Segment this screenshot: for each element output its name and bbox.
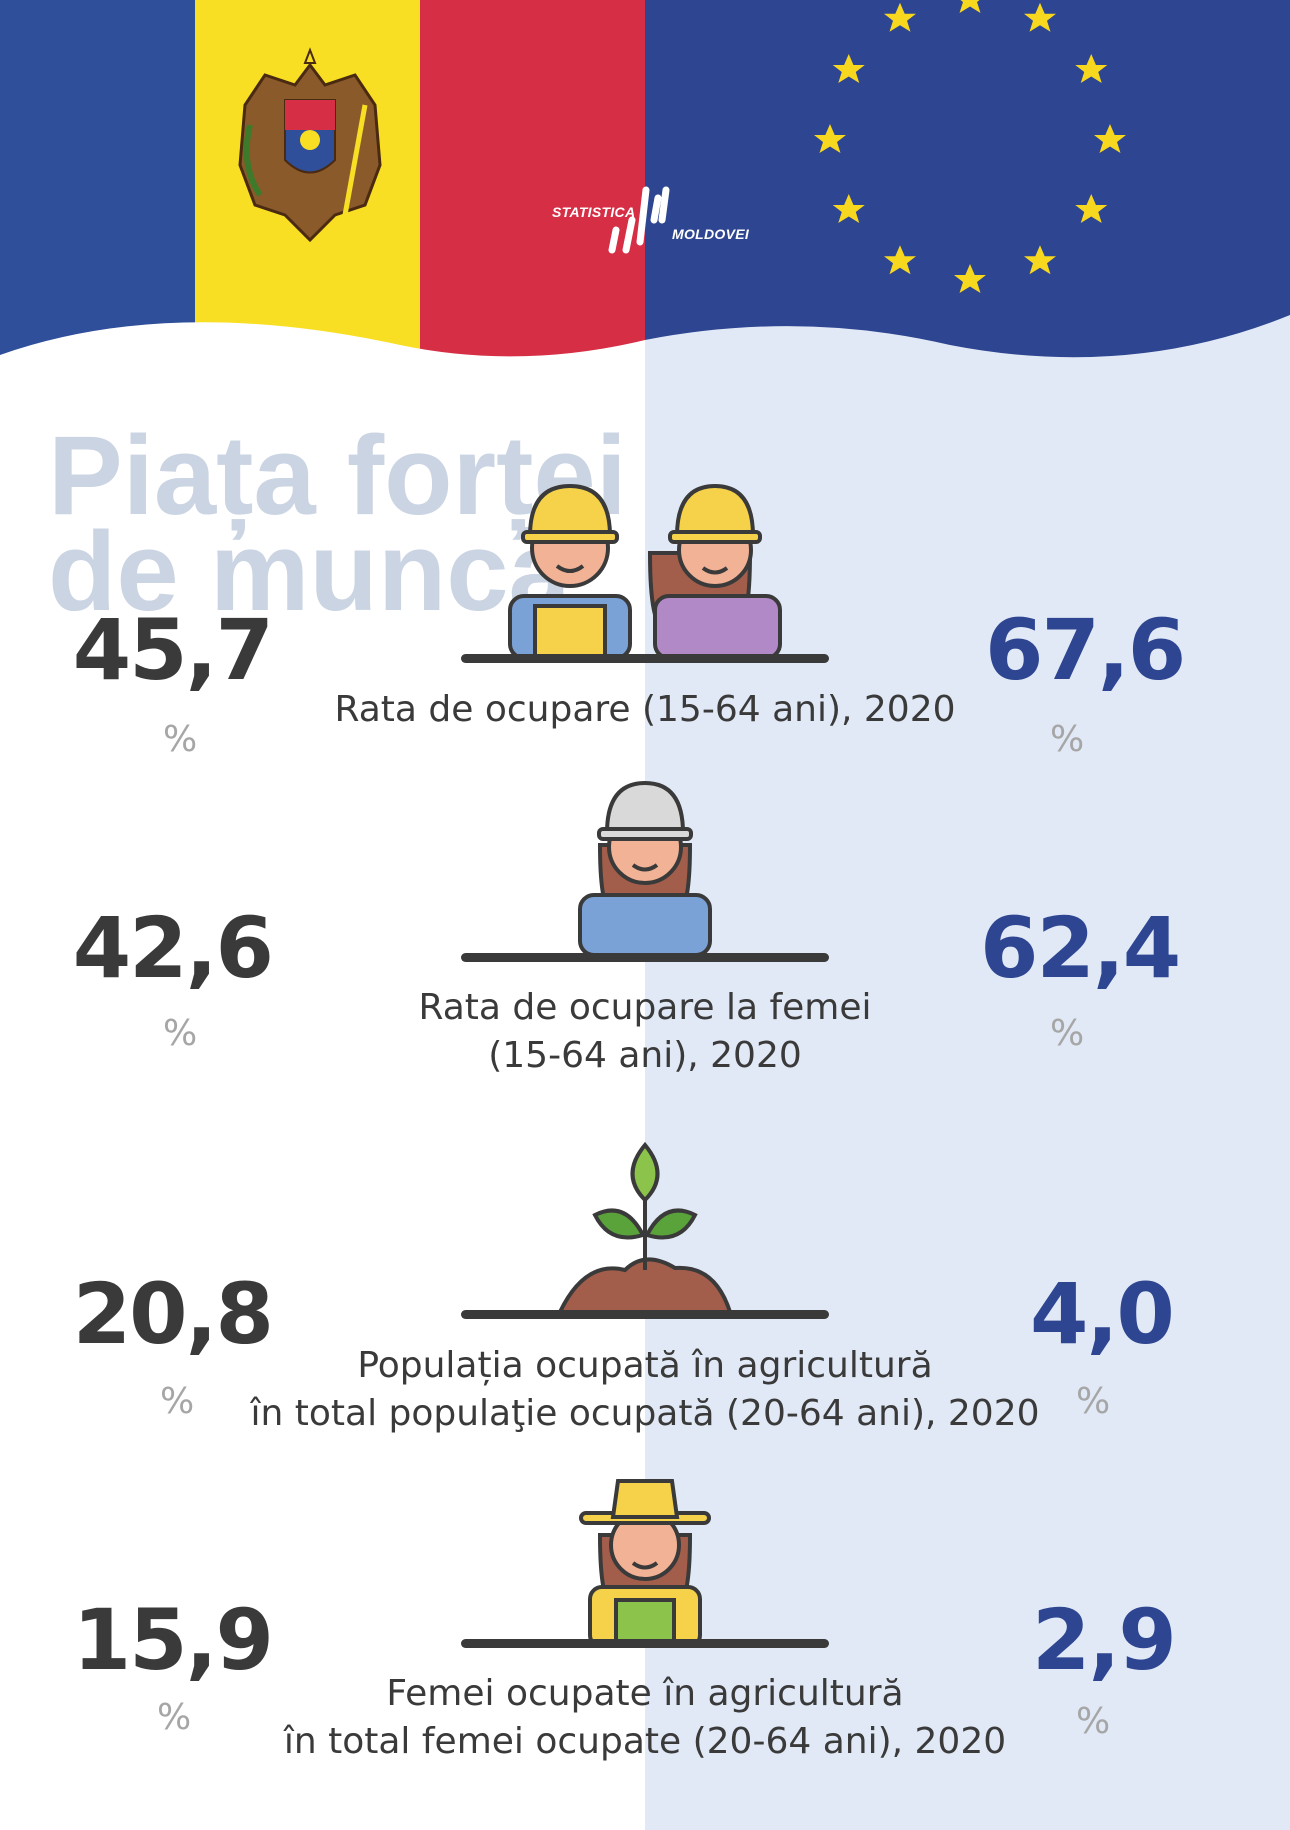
- row1-eu-percent: %: [1050, 719, 1085, 760]
- row4-ground-line: [461, 1639, 829, 1648]
- statistica-moldovei-logo: STATISTICA MOLDOVEI: [548, 180, 750, 260]
- row3-moldova-percent: %: [160, 1381, 195, 1422]
- wave-divider: [0, 315, 1290, 390]
- row3-eu-percent: %: [1076, 1381, 1111, 1422]
- row2-moldova-value: 42,6: [72, 899, 274, 997]
- row4-label-line2: în total femei ocupate (20-64 ani), 2020: [283, 1721, 1007, 1762]
- row4-label: Femei ocupate în agricultură în total fe…: [200, 1670, 1090, 1766]
- seedling-icon: [556, 1141, 733, 1314]
- logo-text-line1: STATISTICA: [552, 204, 636, 220]
- page-title: Piața forței de muncă: [48, 413, 748, 634]
- flags-header: [0, 0, 1290, 380]
- row2-label-line2: (15-64 ani), 2020: [488, 1035, 802, 1076]
- row1-moldova-percent: %: [163, 719, 198, 760]
- page-title-line1: Piața forței: [48, 413, 627, 538]
- row1-label: Rata de ocupare (15-64 ani), 2020: [200, 686, 1090, 734]
- workers-couple-icon: [508, 483, 782, 658]
- row2-label: Rata de ocupare la femei (15-64 ani), 20…: [200, 984, 1090, 1080]
- row2-ground-line: [461, 953, 829, 962]
- row2-label-line1: Rata de ocupare la femei: [418, 987, 872, 1028]
- row4-eu-percent: %: [1076, 1701, 1111, 1742]
- logo-text-line2: MOLDOVEI: [672, 226, 750, 242]
- logo-bars-icon: [608, 186, 670, 254]
- row4-label-line1: Femei ocupate în agricultură: [386, 1673, 904, 1714]
- row1-moldova-value: 45,7: [72, 601, 274, 699]
- row3-label-line1: Populația ocupată în agricultură: [357, 1345, 933, 1386]
- eu-stars-icon: [814, 0, 1126, 293]
- row1-eu-value: 67,6: [985, 601, 1186, 699]
- row3-label-line2: în total populaţie ocupată (20-64 ani), …: [250, 1393, 1040, 1434]
- moldova-coat-of-arms-icon: [238, 47, 382, 243]
- row4-eu-value: 2,9: [1032, 1591, 1177, 1689]
- female-farmer-icon: [579, 1479, 711, 1647]
- row2-moldova-percent: %: [163, 1013, 198, 1054]
- row3-ground-line: [461, 1310, 829, 1319]
- row4-moldova-percent: %: [157, 1697, 192, 1738]
- page-title-line2: de muncă: [48, 509, 571, 634]
- row3-moldova-value: 20,8: [72, 1265, 274, 1363]
- row2-eu-value: 62,4: [980, 899, 1181, 997]
- row3-label: Populația ocupată în agricultură în tota…: [200, 1342, 1090, 1438]
- row2-eu-percent: %: [1050, 1013, 1085, 1054]
- row1-label-line1: Rata de ocupare (15-64 ani), 2020: [334, 689, 956, 730]
- row3-eu-value: 4,0: [1030, 1265, 1175, 1363]
- row4-moldova-value: 15,9: [72, 1591, 274, 1689]
- row1-ground-line: [461, 654, 829, 663]
- female-worker-icon: [578, 780, 712, 955]
